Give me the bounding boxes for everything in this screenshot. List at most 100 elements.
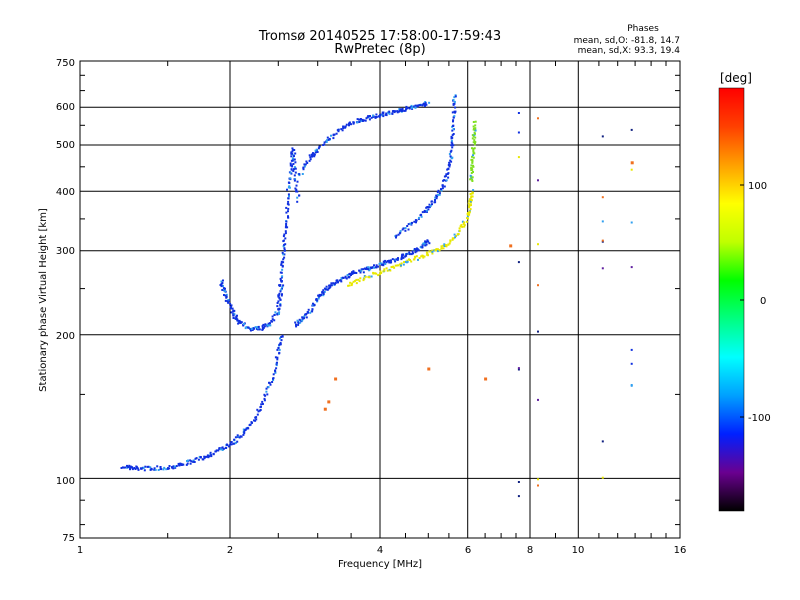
trace-point — [286, 188, 288, 191]
trace-point — [131, 466, 134, 469]
trace-point — [230, 441, 233, 443]
trace-point — [386, 269, 389, 272]
trace-point — [284, 232, 287, 235]
trace-point — [444, 244, 447, 246]
trace-point — [229, 306, 232, 308]
trace-point — [472, 125, 475, 128]
trace-point — [446, 168, 449, 171]
trace-point — [267, 386, 270, 389]
trace-point — [379, 114, 381, 117]
trace-point — [260, 403, 263, 406]
trace-point — [129, 465, 132, 468]
trace-point — [440, 245, 443, 248]
trace-point — [467, 217, 469, 220]
trace-point — [443, 245, 446, 247]
trace-point — [373, 266, 376, 269]
trace-point — [381, 111, 384, 114]
trace-point — [394, 258, 397, 261]
trace-point — [312, 302, 314, 305]
trace-point — [189, 462, 192, 465]
trace-point — [233, 313, 236, 316]
trace-point — [282, 258, 285, 261]
trace-point — [322, 293, 325, 295]
scatter-point — [517, 481, 520, 483]
trace-point — [375, 113, 378, 116]
trace-point — [306, 162, 309, 164]
trace-point — [427, 206, 430, 209]
plot-area — [79, 60, 681, 539]
trace-point — [160, 468, 163, 471]
trace-point — [255, 418, 258, 421]
x-tick-label: 1 — [77, 545, 83, 556]
trace-point — [422, 256, 425, 259]
trace-point — [278, 348, 281, 351]
trace-point — [205, 455, 208, 458]
trace-point — [333, 283, 336, 286]
trace-point — [240, 435, 243, 438]
trace-point — [150, 467, 153, 470]
trace-point — [199, 456, 202, 458]
trace-point — [186, 462, 189, 465]
trace-point — [273, 319, 276, 322]
scatter-point — [323, 407, 327, 411]
trace-point — [431, 249, 434, 252]
trace-point — [220, 283, 223, 285]
trace-point — [414, 219, 417, 222]
trace-point — [197, 458, 200, 461]
trace-point — [471, 168, 474, 171]
trace-point — [363, 277, 366, 280]
scatter-point — [517, 367, 520, 370]
trace-point — [154, 468, 157, 471]
trace-point — [229, 441, 232, 444]
trace-point — [340, 128, 343, 131]
trace-point — [430, 200, 433, 203]
trace-point — [208, 455, 211, 458]
trace-point — [271, 381, 274, 383]
trace-point — [278, 292, 281, 295]
trace-point — [301, 316, 304, 319]
trace-point — [165, 468, 168, 471]
trace-point — [309, 311, 312, 314]
trace-point — [474, 141, 477, 143]
trace-point — [362, 268, 365, 271]
trace-point — [307, 308, 310, 311]
trace-point — [450, 144, 453, 147]
trace-point — [395, 236, 397, 239]
trace-point — [220, 280, 223, 283]
trace-point — [357, 278, 360, 281]
trace-point — [291, 159, 294, 162]
trace-point — [451, 156, 454, 159]
trace-point — [297, 323, 300, 326]
trace-point — [472, 164, 474, 167]
colorbar: [deg] 100 0 -100 — [718, 71, 771, 512]
trace-point — [457, 233, 460, 236]
trace-point — [469, 178, 472, 181]
trace-point — [258, 328, 261, 331]
trace-point — [470, 164, 473, 167]
trace-point — [285, 220, 288, 223]
trace-point — [388, 259, 391, 262]
trace-point — [242, 433, 245, 436]
trace-point — [411, 221, 413, 224]
y-tick-label: 400 — [56, 187, 75, 198]
trace-point — [153, 467, 156, 470]
trace-point — [394, 264, 397, 267]
trace-point — [427, 208, 430, 211]
trace-point — [446, 173, 449, 175]
trace-point — [303, 315, 306, 318]
trace-point — [323, 141, 326, 144]
trace-point — [305, 160, 308, 163]
colorbar-label: [deg] — [720, 71, 752, 85]
trace-point — [317, 294, 320, 297]
trace-point — [281, 334, 284, 337]
trace-point — [126, 464, 128, 467]
trace-point — [402, 263, 405, 266]
trace-point — [349, 281, 352, 284]
trace-point — [159, 466, 162, 468]
trace-point — [358, 118, 360, 121]
y-tick-label: 500 — [56, 140, 75, 151]
trace-point — [443, 185, 446, 188]
trace-point — [251, 327, 253, 330]
scatter-point — [484, 377, 488, 381]
trace-point — [396, 264, 399, 267]
